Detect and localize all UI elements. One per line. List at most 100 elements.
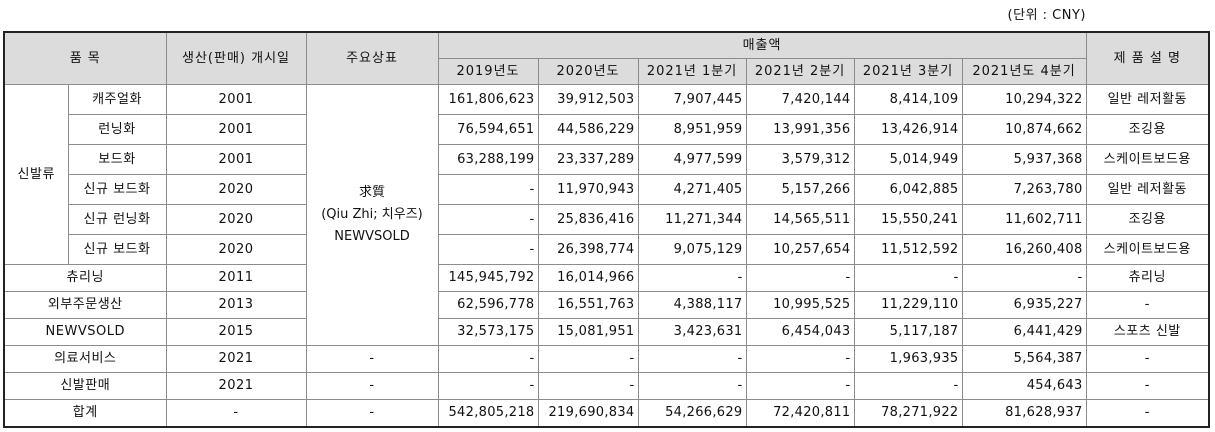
total-label: 합계 [3, 399, 167, 428]
sales-value: - [537, 345, 639, 373]
sales-value: 7,907,445 [637, 84, 747, 115]
sales-value: 8,414,109 [853, 84, 963, 115]
item-name: 신발판매 [3, 372, 167, 400]
table-row: 외부주문생산 2013 62,596,778 16,551,763 4,388,… [3, 291, 1210, 319]
sales-value: 9,075,129 [637, 234, 747, 265]
product-description: - [1085, 372, 1210, 400]
table-row: 신규 보드화 2020 - 11,970,943 4,271,405 5,157… [4, 174, 1210, 205]
sales-value: 16,260,408 [961, 234, 1087, 265]
sales-value: 11,970,943 [537, 174, 639, 205]
sales-value: - [961, 264, 1087, 292]
brand-value: - [305, 399, 439, 428]
start-year: 2020 [165, 204, 307, 235]
item-name: 외부주문생산 [3, 291, 167, 319]
sales-value: 10,257,654 [745, 234, 855, 265]
sales-value: 15,550,241 [853, 204, 963, 235]
table-row: 신발류 캐주얼화 2001 求質 (Qiu Zhi; 치우즈) NEWVSOLD… [3, 84, 1210, 346]
sales-value: 11,512,592 [853, 234, 963, 265]
sales-value: 5,937,368 [961, 144, 1087, 175]
header-row-2: 2019년도 2020년도 2021년 1분기 2021년 2분기 2021년 … [4, 58, 1209, 85]
table-row: 신발판매 2021 - - - - - - 454,643 - [3, 372, 1210, 400]
sales-value: 5,564,387 [961, 345, 1087, 373]
sales-value: - [637, 372, 747, 400]
unit-label: (단위 : CNY) [1007, 8, 1086, 23]
sales-value: 7,420,144 [745, 84, 855, 115]
sales-value: - [637, 264, 747, 292]
start-year: 2013 [165, 291, 307, 319]
sales-value: 15,081,951 [537, 318, 639, 346]
total-value: 78,271,922 [853, 399, 963, 428]
table-row: 보드화 2001 63,288,199 23,337,289 4,977,599… [4, 144, 1210, 175]
sales-value: 8,951,959 [637, 114, 747, 145]
start-year: 2015 [165, 318, 307, 346]
product-description: - [1085, 345, 1210, 373]
sales-value: - [437, 204, 539, 235]
product-description: 스포츠 신발 [1085, 318, 1210, 346]
product-description: 츄리닝 [1085, 264, 1210, 292]
start-year: 2020 [165, 234, 307, 265]
total-row: 합계 - - 542,805,218 219,690,834 54,266,62… [3, 399, 1210, 428]
sales-value: 25,836,416 [537, 204, 639, 235]
product-description: - [1085, 399, 1210, 428]
header-period: 2021년도 4분기 [961, 58, 1087, 85]
header-item: 품 목 [3, 31, 167, 85]
header-brand: 주요상표 [305, 31, 439, 85]
sales-value: 32,573,175 [437, 318, 539, 346]
sales-value: 6,441,429 [961, 318, 1087, 346]
header-description: 제 품 설 명 [1085, 31, 1210, 85]
sales-value: 10,874,662 [961, 114, 1087, 145]
sales-value: 26,398,774 [537, 234, 639, 265]
brand-value: - [305, 345, 439, 373]
sales-value: 3,423,631 [637, 318, 747, 346]
product-description: - [1085, 291, 1210, 319]
total-value: 54,266,629 [637, 399, 747, 428]
sales-value: 44,586,229 [537, 114, 639, 145]
item-name: 신규 런닝화 [67, 204, 167, 235]
brand-line-2: (Qiu Zhi; 치우즈) [321, 207, 423, 222]
product-description: 스케이트보드용 [1085, 144, 1210, 175]
header-row-1: 품 목 생산(판매) 개시일 주요상표 매출액 제 품 설 명 [3, 31, 1210, 85]
item-name: 츄리닝 [3, 264, 167, 292]
table-row: 츄리닝 2011 145,945,792 16,014,966 - - - - … [3, 264, 1210, 292]
sales-value: 4,271,405 [637, 174, 747, 205]
item-name: 캐주얼화 [67, 84, 167, 115]
start-year: - [165, 399, 307, 428]
sales-value: 14,565,511 [745, 204, 855, 235]
item-name: 신규 보드화 [67, 174, 167, 205]
sales-value: 5,157,266 [745, 174, 855, 205]
brand-value: - [305, 372, 439, 400]
sales-value: 1,963,935 [853, 345, 963, 373]
sales-value: - [637, 345, 747, 373]
brand-line-1: 求質 [358, 185, 385, 200]
table-row: 의료서비스 2021 - - - - - 1,963,935 5,564,387… [3, 345, 1210, 373]
item-name: 보드화 [67, 144, 167, 175]
table-row: 신규 런닝화 2020 - 25,836,416 11,271,344 14,5… [4, 204, 1210, 235]
start-year: 2011 [165, 264, 307, 292]
start-year: 2001 [165, 84, 307, 115]
sales-value: 16,014,966 [537, 264, 639, 292]
sales-value: 161,806,623 [437, 84, 539, 115]
total-value: 81,628,937 [961, 399, 1087, 428]
sales-value: 62,596,778 [437, 291, 539, 319]
sales-value: 39,912,503 [537, 84, 639, 115]
sales-value: 11,602,711 [961, 204, 1087, 235]
start-year: 2020 [165, 174, 307, 205]
sales-value: - [745, 264, 855, 292]
item-name: 런닝화 [67, 114, 167, 145]
table-row: 런닝화 2001 76,594,651 44,586,229 8,951,959… [4, 114, 1210, 145]
product-description: 스케이트보드용 [1085, 234, 1210, 265]
sales-value: - [537, 372, 639, 400]
sales-value: 5,014,949 [853, 144, 963, 175]
sales-value: - [853, 264, 963, 292]
total-value: 72,420,811 [745, 399, 855, 428]
sales-table: 품 목 생산(판매) 개시일 주요상표 매출액 제 품 설 명 2019년도 2… [3, 31, 1211, 428]
product-description: 조깅용 [1085, 114, 1210, 145]
sales-value: - [437, 345, 539, 373]
sales-value: - [745, 345, 855, 373]
sales-value: - [437, 372, 539, 400]
sales-value: 10,995,525 [745, 291, 855, 319]
item-name: NEWVSOLD [3, 318, 167, 346]
sales-value: 23,337,289 [537, 144, 639, 175]
sales-value: 11,271,344 [637, 204, 747, 235]
sales-value: 145,945,792 [437, 264, 539, 292]
